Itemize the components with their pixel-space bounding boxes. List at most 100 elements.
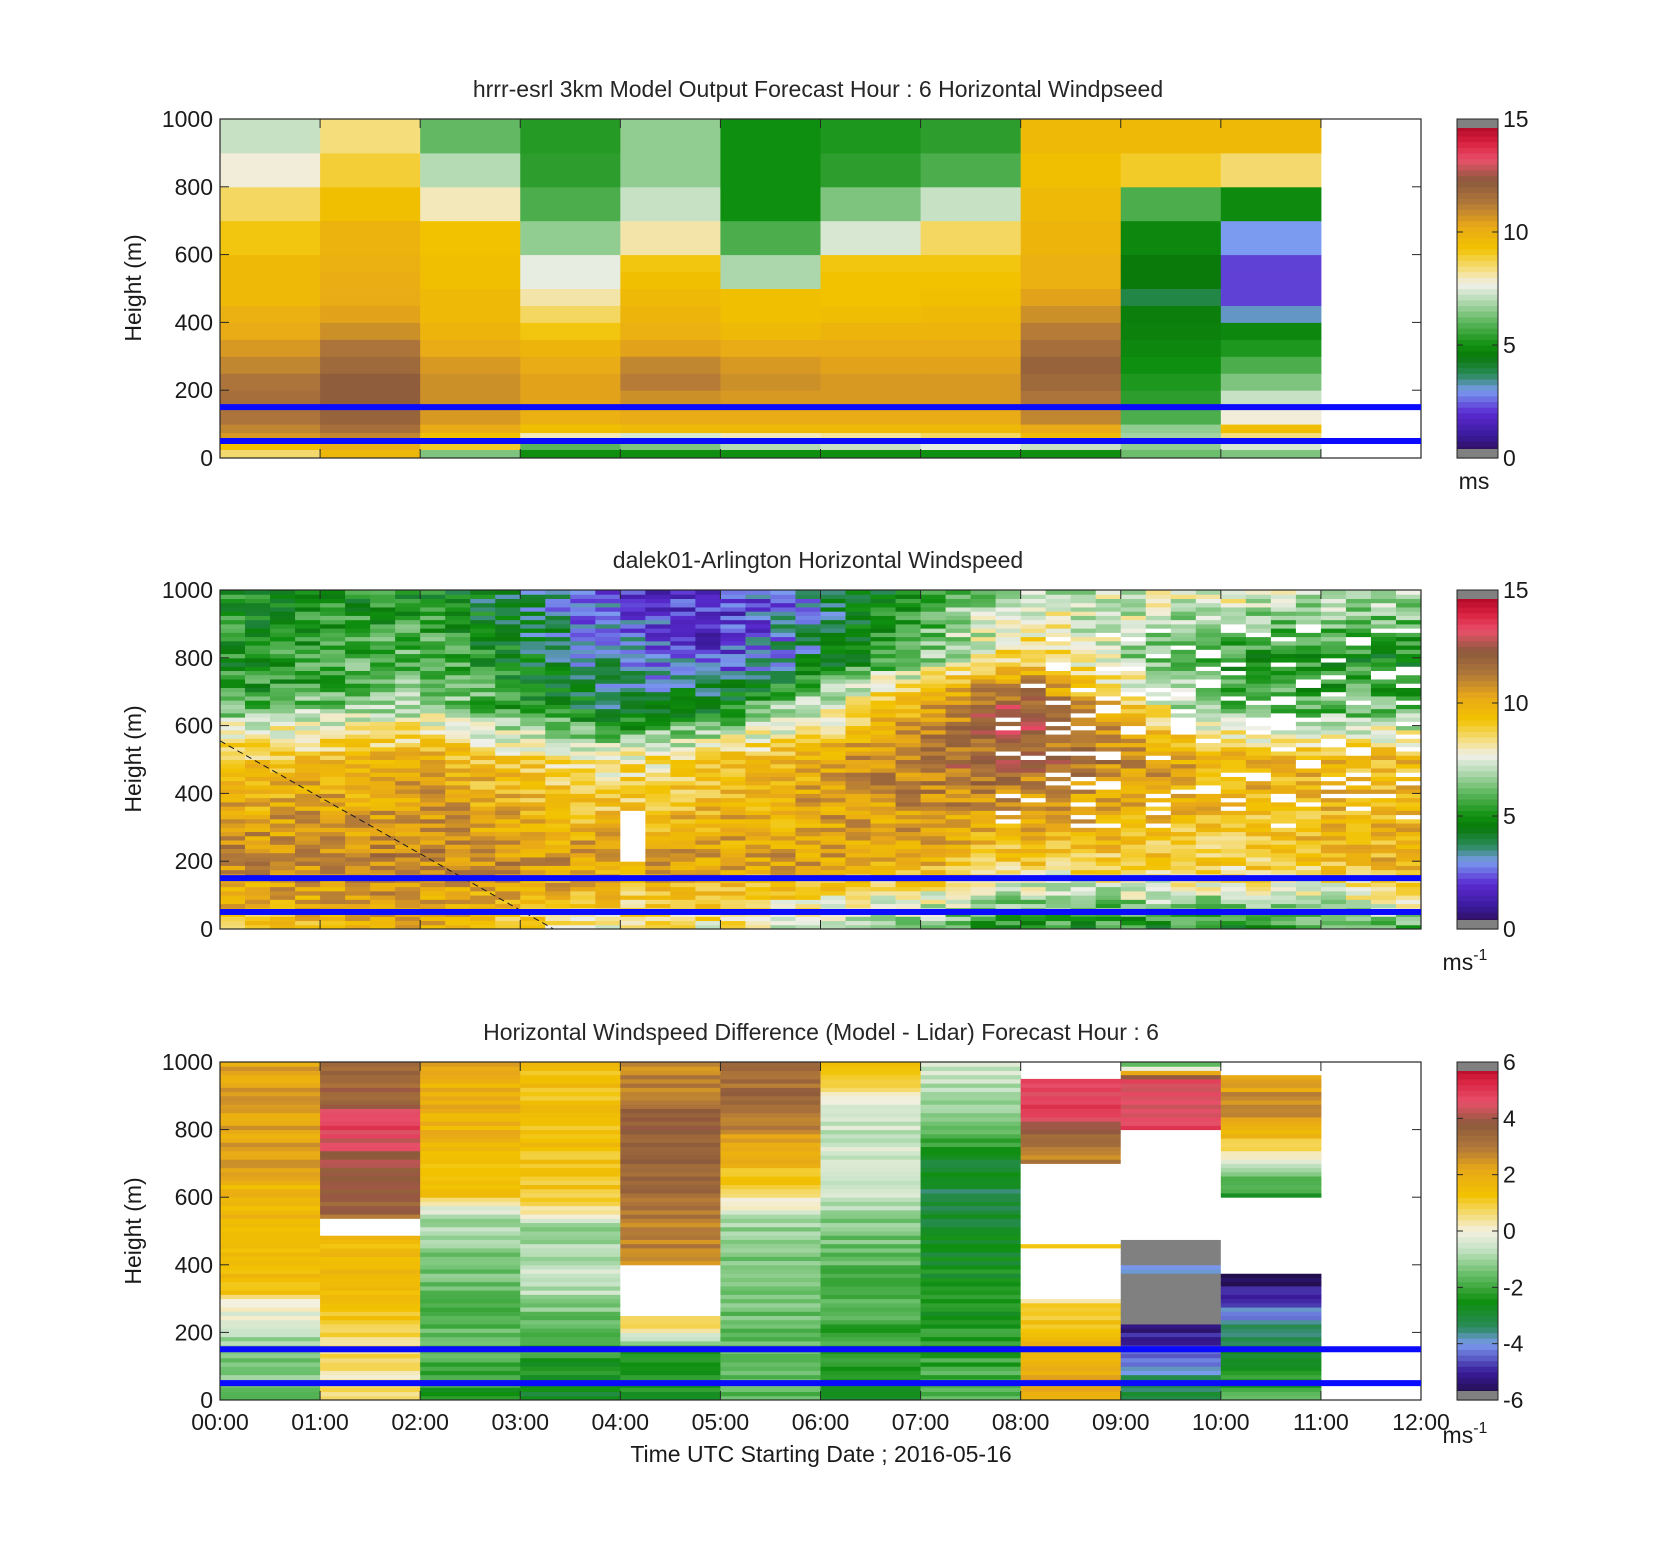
difference-cell bbox=[420, 1163, 521, 1169]
lidar-cell bbox=[770, 632, 796, 638]
lidar-cell bbox=[595, 611, 621, 616]
difference-cell bbox=[820, 1239, 922, 1245]
difference-cell bbox=[420, 1294, 521, 1300]
lidar-cell bbox=[320, 700, 346, 705]
lidar-cell bbox=[570, 895, 596, 900]
lidar-cell bbox=[920, 806, 947, 811]
lidar-cell bbox=[1220, 823, 1247, 828]
lidar-cell bbox=[745, 844, 771, 849]
lidar-cell bbox=[1095, 619, 1122, 625]
lidar-cell bbox=[1120, 653, 1147, 659]
lidar-cell bbox=[220, 717, 246, 722]
lidar-cell bbox=[1345, 759, 1372, 765]
lidar-cell bbox=[1395, 920, 1422, 926]
lidar-cell bbox=[1295, 704, 1322, 710]
lidar-cell bbox=[1095, 823, 1122, 828]
difference-cell bbox=[1020, 1197, 1122, 1202]
difference-cell bbox=[220, 1154, 321, 1160]
lidar-cell bbox=[570, 763, 596, 769]
lidar-cell bbox=[1195, 806, 1222, 811]
lidar-cell bbox=[945, 818, 972, 824]
lidar-cell bbox=[420, 755, 446, 760]
model-cell bbox=[1220, 288, 1322, 306]
lidar-cell bbox=[1170, 916, 1197, 922]
difference-cell bbox=[620, 1395, 721, 1401]
difference-cell bbox=[720, 1214, 821, 1219]
lidar-cell bbox=[820, 606, 847, 612]
lidar-cell bbox=[820, 789, 847, 794]
lidar-cell bbox=[1195, 831, 1222, 837]
difference-cell bbox=[620, 1281, 721, 1287]
difference-cell bbox=[520, 1243, 621, 1249]
model-cell bbox=[820, 441, 922, 451]
lidar-cell bbox=[945, 619, 972, 625]
difference-cell bbox=[720, 1357, 821, 1363]
lidar-cell bbox=[570, 734, 596, 739]
lidar-cell bbox=[370, 670, 396, 676]
lidar-cell bbox=[345, 636, 371, 642]
lidar-cell bbox=[1245, 666, 1272, 672]
lidar-cell bbox=[520, 649, 546, 655]
lidar-cell bbox=[395, 729, 421, 735]
lidar-cell bbox=[395, 831, 421, 837]
lidar-cell bbox=[1095, 725, 1122, 731]
lidar-cell bbox=[695, 636, 721, 642]
lidar-cell bbox=[920, 776, 947, 782]
lidar-cell bbox=[1320, 602, 1347, 608]
lidar-cell bbox=[1370, 793, 1397, 799]
lidar-cell bbox=[1245, 598, 1272, 604]
lidar-cell bbox=[1145, 734, 1172, 739]
colorbar-segment bbox=[1457, 601, 1498, 608]
lidar-cell bbox=[970, 645, 997, 650]
lidar-cell bbox=[1020, 810, 1047, 816]
model-cell bbox=[720, 390, 821, 408]
lidar-cell bbox=[295, 619, 321, 625]
lidar-cell bbox=[295, 810, 321, 816]
difference-cell bbox=[620, 1116, 721, 1122]
lidar-cell bbox=[470, 856, 496, 862]
lidar-cell bbox=[495, 590, 521, 595]
lidar-cell bbox=[1320, 865, 1347, 871]
lidar-cell bbox=[270, 797, 296, 803]
lidar-cell bbox=[320, 818, 346, 824]
lidar-cell bbox=[220, 619, 246, 625]
difference-cell bbox=[920, 1154, 1022, 1160]
lidar-cell bbox=[345, 789, 371, 794]
model-cell bbox=[420, 254, 521, 273]
lidar-cell bbox=[270, 602, 296, 608]
lidar-cell bbox=[1095, 882, 1122, 888]
colorbar-segment bbox=[1457, 294, 1498, 301]
lidar-cell bbox=[370, 712, 396, 718]
lidar-cell bbox=[295, 818, 321, 824]
lidar-cell bbox=[220, 763, 246, 769]
model-cell bbox=[820, 152, 922, 188]
lidar-cell bbox=[245, 717, 271, 722]
difference-cell bbox=[220, 1281, 321, 1287]
lidar-cell bbox=[645, 695, 671, 701]
difference-cell bbox=[720, 1235, 821, 1240]
difference-cell bbox=[420, 1104, 521, 1109]
lidar-cell bbox=[970, 840, 997, 845]
lidar-cell bbox=[645, 657, 671, 663]
colorbar-segment bbox=[1457, 181, 1498, 188]
lidar-cell bbox=[470, 738, 496, 744]
model-cell bbox=[420, 305, 521, 323]
lidar-cell bbox=[895, 623, 922, 629]
lidar-cell bbox=[845, 590, 872, 595]
lidar-cell bbox=[1370, 742, 1397, 748]
lidar-cell bbox=[595, 645, 621, 650]
lidar-cell bbox=[1120, 725, 1147, 731]
lidar-cell bbox=[1145, 700, 1172, 705]
lidar-cell bbox=[1170, 776, 1197, 782]
lidar-cell bbox=[1245, 823, 1272, 828]
lidar-cell bbox=[495, 759, 521, 765]
lidar-cell bbox=[570, 831, 596, 837]
lidar-cell bbox=[670, 712, 696, 718]
difference-cell bbox=[920, 1256, 1022, 1262]
difference-cell bbox=[1020, 1176, 1122, 1181]
lidar-cell bbox=[545, 920, 571, 926]
lidar-cell bbox=[995, 717, 1022, 722]
difference-cell bbox=[720, 1184, 821, 1190]
lidar-cell bbox=[570, 746, 596, 752]
model-cell bbox=[520, 390, 621, 408]
